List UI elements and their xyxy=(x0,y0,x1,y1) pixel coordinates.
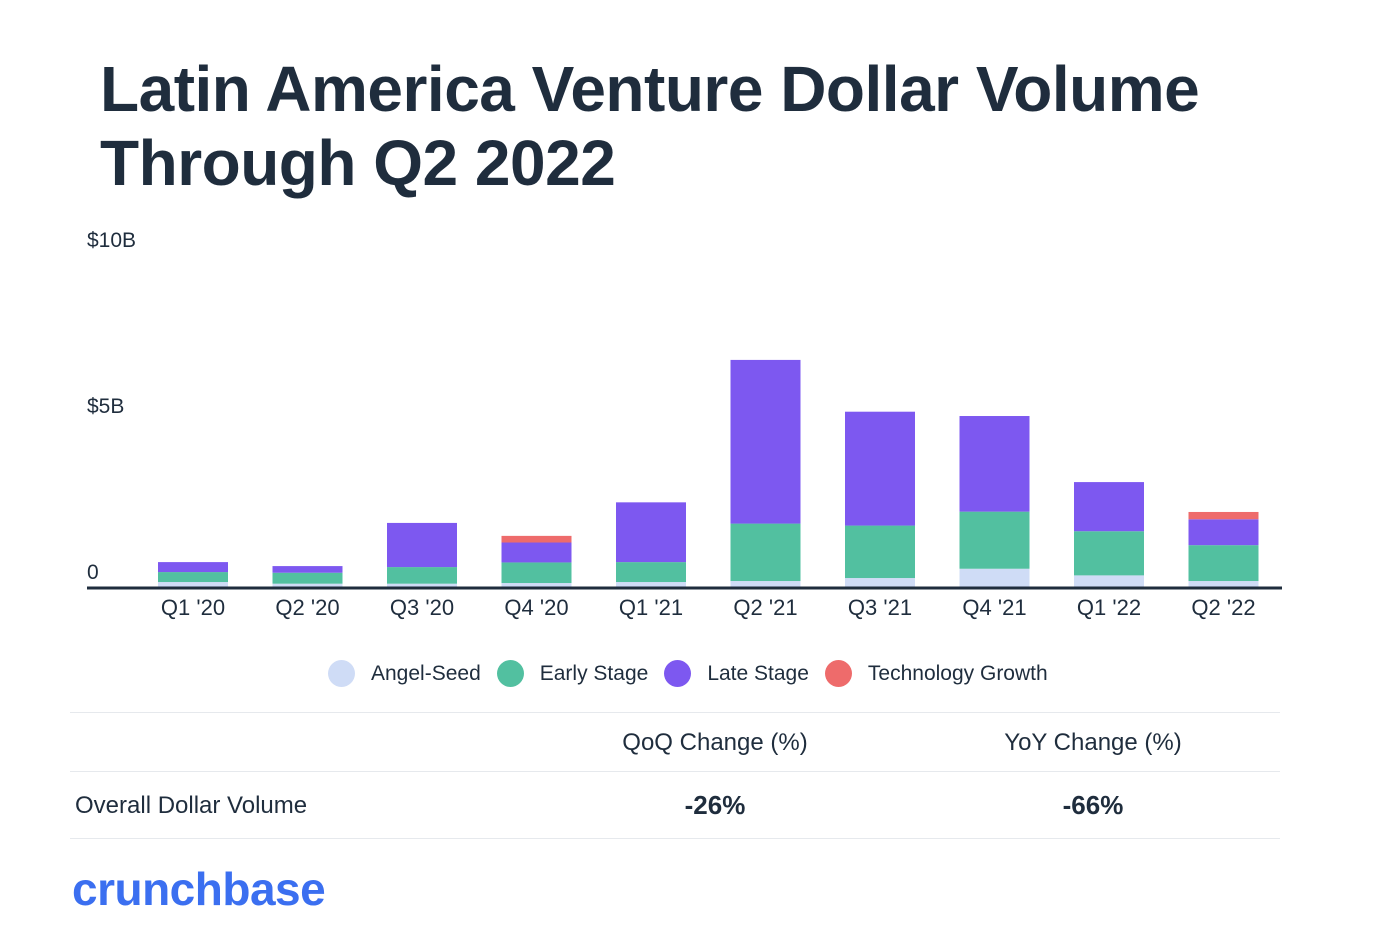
row-label: Overall Dollar Volume xyxy=(75,792,308,819)
table-bottom-rule xyxy=(70,838,1280,839)
bar-segment xyxy=(158,572,228,583)
bar-segment xyxy=(1188,581,1259,587)
x-tick-label: Q1 '21 xyxy=(619,595,683,620)
bar-segment xyxy=(1188,511,1259,520)
bar-segment xyxy=(1074,531,1144,576)
title-line-1: Latin America Venture Dollar Volume xyxy=(100,53,1200,125)
x-tick-label: Q3 '20 xyxy=(390,595,454,620)
bar-segment xyxy=(158,582,228,587)
bar-segment xyxy=(1188,545,1259,582)
bar-segment xyxy=(501,562,572,584)
legend-item: Angel-Seed xyxy=(328,660,481,687)
bar-segment xyxy=(616,502,686,563)
bar-segment xyxy=(272,583,343,587)
bar-segment xyxy=(501,535,572,543)
x-tick-label: Q4 '21 xyxy=(962,595,1026,620)
bar-segment xyxy=(959,416,1030,512)
table-row: Overall Dollar Volume -26% -66% xyxy=(70,772,1280,838)
legend-item: Technology Growth xyxy=(824,660,1048,687)
legend-label: Early Stage xyxy=(539,661,649,685)
bar-segment xyxy=(272,566,343,573)
legend-swatch-icon xyxy=(328,660,355,687)
bar-segment xyxy=(501,542,572,563)
y-tick-label: $10B xyxy=(87,229,136,252)
bar-segment xyxy=(616,562,686,583)
x-tick-label: Q1 '22 xyxy=(1077,595,1141,620)
bar-segment xyxy=(272,572,343,584)
bar-segment xyxy=(730,359,801,524)
bar-segment xyxy=(1188,519,1259,546)
x-tick-label: Q2 '21 xyxy=(733,595,797,620)
bar-segment xyxy=(845,578,915,587)
bar-segment xyxy=(387,522,457,568)
bar-segment xyxy=(158,562,228,573)
legend-swatch-icon xyxy=(824,660,852,687)
bar-segment xyxy=(959,568,1030,587)
bar-segment xyxy=(1074,482,1144,532)
bar-segment xyxy=(959,511,1030,569)
chart-legend: Angel-Seed Early Stage Late Stage Technolog… xyxy=(328,660,1048,687)
bar-segment xyxy=(387,567,457,584)
table-header-row: QoQ Change (%) YoY Change (%) xyxy=(70,713,1280,771)
bar-segment xyxy=(845,525,915,579)
bar-segment xyxy=(730,523,801,582)
bar-segment xyxy=(1074,575,1144,587)
chart-title: Latin America Venture Dollar Volume Thro… xyxy=(100,52,1300,200)
legend-label: Late Stage xyxy=(707,661,809,685)
x-tick-label: Q3 '21 xyxy=(848,595,912,620)
x-tick-label: Q2 '22 xyxy=(1191,595,1255,620)
qoq-value: -26% xyxy=(684,790,746,820)
x-tick-label: Q1 '20 xyxy=(161,595,225,620)
title-line-2: Through Q2 2022 xyxy=(100,127,616,199)
yoy-header: YoY Change (%) xyxy=(1004,729,1182,756)
table-top-rule xyxy=(70,712,1280,713)
y-tick-label: 0 xyxy=(87,561,99,584)
x-tick-label: Q4 '20 xyxy=(504,595,568,620)
x-tick-label: Q2 '20 xyxy=(275,595,339,620)
table-mid-rule xyxy=(70,771,1280,772)
legend-label: Technology Growth xyxy=(867,661,1048,685)
crunchbase-logo: crunchbase xyxy=(72,863,326,915)
bar-segment xyxy=(387,583,457,587)
legend-label: Angel-Seed xyxy=(371,661,481,685)
bar-segment xyxy=(845,411,915,526)
change-table: QoQ Change (%) YoY Change (%) Overall Do… xyxy=(70,712,1280,839)
legend-item: Late Stage xyxy=(664,660,809,687)
yoy-value: -66% xyxy=(1062,790,1124,820)
legend-swatch-icon xyxy=(664,660,692,687)
y-tick-label: $5B xyxy=(87,395,124,418)
bar-segment xyxy=(616,582,686,587)
legend-swatch-icon xyxy=(496,660,524,687)
bar-segment xyxy=(501,583,572,587)
legend-item: Early Stage xyxy=(496,660,649,687)
qoq-header: QoQ Change (%) xyxy=(622,729,808,756)
bar-segment xyxy=(730,581,801,587)
